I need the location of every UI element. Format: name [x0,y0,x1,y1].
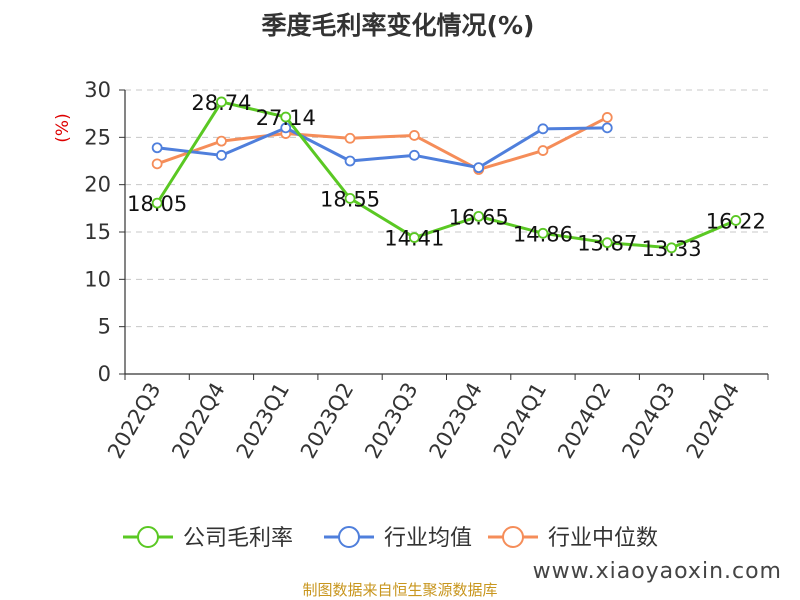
legend-label-0: 公司毛利率 [183,526,293,551]
data-label-9: 16.22 [706,209,766,233]
y-tick-label-25: 25 [84,125,111,149]
point-s2-0 [151,158,163,170]
y-tick-label-0: 0 [98,362,111,386]
y-axis-label: (%) [53,113,73,142]
point-s0-2 [280,111,292,123]
y-tick-label-10: 10 [84,267,111,291]
point-s1-1 [216,149,227,161]
data-label-6: 14.86 [513,222,573,246]
point-s0-5 [473,210,485,222]
x-tick-label-2024Q2: 2024Q2 [553,379,615,463]
chart-title: 季度毛利率变化情况(%) [262,11,535,40]
x-tick-label-2024Q3: 2024Q3 [617,379,679,463]
point-s0-8 [666,242,677,254]
point-s0-9 [730,215,742,226]
series-line-0 [155,100,737,250]
point-s1-2 [280,122,292,134]
point-s2-7 [601,112,613,123]
y-tick-label-5: 5 [98,315,111,339]
series-line-1 [156,126,608,170]
point-s1-0 [151,142,163,154]
data-label-1: 28.74 [191,91,251,115]
point-s1-7 [601,122,613,134]
data-label-7: 13.87 [577,232,637,256]
y-tick-label-30: 30 [84,78,111,102]
point-s1-4 [408,149,420,161]
grid-lines [125,89,768,328]
x-tick-label-2023Q3: 2023Q3 [360,379,422,463]
point-s0-1 [216,96,227,108]
x-tick-label-2022Q3: 2022Q3 [103,379,165,463]
point-s0-0 [151,197,163,209]
point-s2-4 [408,130,420,141]
legend-label-2: 行业中位数 [548,526,658,551]
point-s0-6 [537,227,549,239]
point-s1-5 [473,162,485,174]
x-tick-label-2022Q4: 2022Q4 [167,379,229,463]
series-layer [151,96,742,254]
y-tick-label-15: 15 [84,220,111,244]
x-tick-label-2024Q1: 2024Q1 [489,379,551,463]
legend-label-1: 行业均值 [384,526,472,551]
point-s2-6 [537,145,549,156]
data-label-3: 18.55 [320,187,380,211]
data-label-4: 14.41 [384,227,444,251]
legend-marker-0 [137,526,159,548]
data-label-8: 13.33 [641,237,701,261]
point-s0-7 [601,237,613,249]
series-line-2 [156,116,608,172]
point-s0-3 [344,192,356,204]
x-tick-label-2023Q4: 2023Q4 [425,379,487,463]
x-tick-label-2023Q2: 2023Q2 [296,379,358,463]
data-label-0: 18.05 [127,192,187,216]
point-s2-1 [216,135,227,147]
data-label-5: 16.65 [449,205,509,229]
legend-marker-2 [502,526,524,548]
y-tick-label-20: 20 [84,173,111,197]
x-tick-label-2023Q1: 2023Q1 [232,379,294,463]
watermark: www.xiaoyaoxin.com [533,559,782,584]
x-tick-label-2024Q4: 2024Q4 [682,379,744,463]
data-label-2: 27.14 [256,106,316,130]
point-s1-3 [344,155,356,167]
legend: 公司毛利率 行业均值 行业中位数 [123,526,658,551]
point-s2-3 [344,132,356,144]
point-s0-4 [408,232,420,243]
point-s1-6 [537,123,549,135]
legend-marker-1 [338,526,360,548]
source-note: 制图数据来自恒生聚源数据库 [302,581,497,599]
